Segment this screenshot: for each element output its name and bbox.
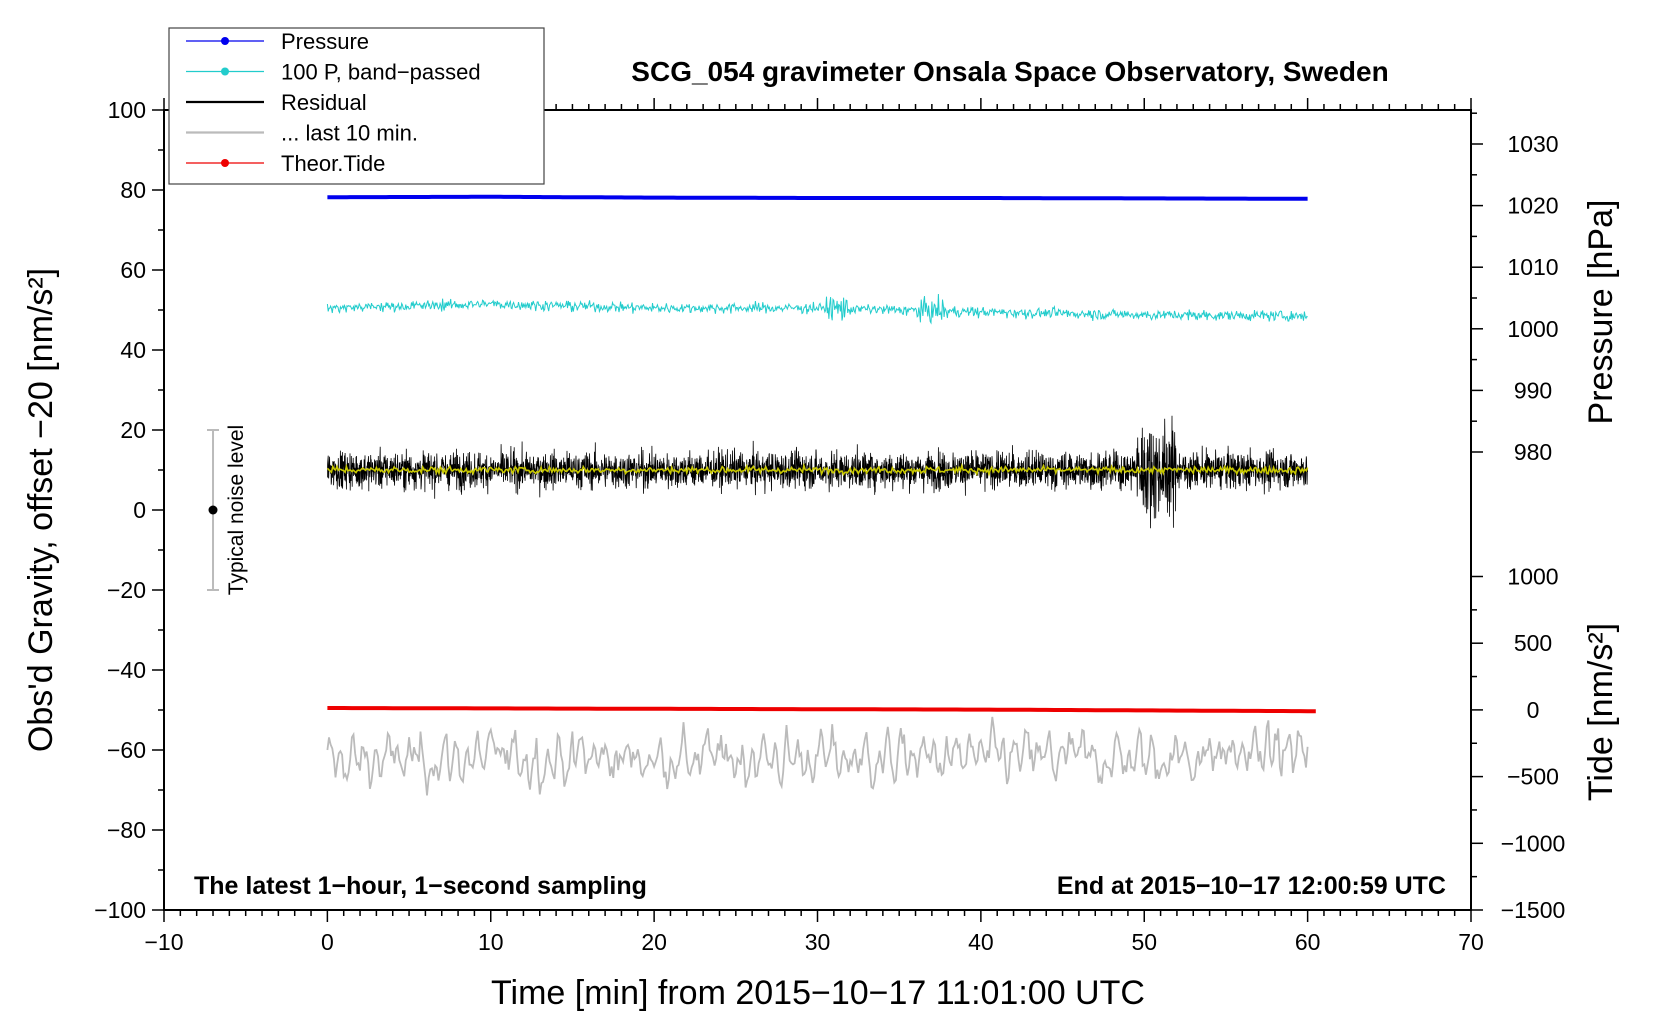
plot-frame	[163, 109, 1472, 911]
legend: Pressure 100 P, band−passed Residual ... la…	[168, 27, 545, 185]
tide-tick-label: 500	[1514, 630, 1552, 656]
tide-tick-label: −1500	[1501, 897, 1566, 923]
pressure-tick-label: 980	[1514, 439, 1552, 465]
legend-marker	[221, 37, 229, 45]
pressure-tick-label: 1020	[1507, 193, 1558, 219]
legend-label: Pressure	[281, 29, 369, 54]
noise-level-label: Typical noise level	[225, 425, 248, 595]
series-pressure-line	[327, 194, 1308, 201]
pressure-axis-title: Pressure [hPa]	[1582, 200, 1620, 425]
tide-tick-label: −1000	[1501, 830, 1566, 856]
tide-tick-label: 1000	[1507, 564, 1558, 590]
x-tick-label: 70	[1458, 929, 1484, 955]
noise-level-marker: Typical noise level	[207, 425, 248, 595]
tide-axis-title: Tide [nm/s²]	[1582, 623, 1620, 801]
series-band-passed-line	[326, 293, 1308, 325]
legend-label: Residual	[281, 90, 367, 115]
legend-marker	[221, 159, 229, 167]
axis-ticks: −10 0 10 20 30 40 50 60 70−100−80−60−40−20020406…	[94, 97, 1565, 955]
series-residual-smoothed-line	[326, 462, 1309, 477]
chart-title: SCG_054 gravimeter Onsala Space Observat…	[631, 56, 1388, 87]
x-tick-label: 60	[1295, 929, 1321, 955]
x-tick-label: 0	[321, 929, 334, 955]
y-tick-label: 20	[120, 417, 146, 443]
pressure-tick-label: 990	[1514, 377, 1552, 403]
y-tick-label: 0	[133, 497, 146, 523]
legend-box	[168, 27, 545, 185]
y-tick-label: 100	[108, 97, 146, 123]
pressure-tick-label: 1000	[1507, 316, 1558, 342]
pressure-tick-label: 1030	[1507, 131, 1558, 157]
y-tick-label: −80	[107, 817, 146, 843]
y-tick-label: −20	[107, 577, 146, 603]
legend-label: ... last 10 min.	[281, 121, 418, 146]
y-axis-title: Obs'd Gravity, offset −20 [nm/s²]	[22, 268, 60, 752]
legend-label: Theor.Tide	[281, 151, 385, 176]
series-layer	[326, 194, 1316, 796]
x-tick-label: 50	[1131, 929, 1157, 955]
x-tick-label: 20	[641, 929, 667, 955]
x-tick-label: −10	[144, 929, 183, 955]
series-theor-tide-line	[327, 706, 1316, 714]
series-residual-line	[327, 415, 1308, 529]
annotation-sampling: The latest 1−hour, 1−second sampling	[194, 872, 647, 900]
series-last-10-min-line	[326, 716, 1309, 796]
y-tick-label: −100	[94, 897, 146, 923]
legend-marker	[221, 67, 229, 76]
tide-tick-label: −500	[1507, 764, 1559, 790]
x-tick-label: 10	[478, 929, 504, 955]
legend-label: 100 P, band−passed	[281, 60, 481, 85]
y-tick-label: 80	[120, 177, 146, 203]
annotation-end-time: End at 2015−10−17 12:00:59 UTC	[1057, 872, 1446, 900]
y-tick-label: 40	[120, 337, 146, 363]
x-axis-title: Time [min] from 2015−10−17 11:01:00 UTC	[491, 974, 1145, 1012]
y-tick-label: 60	[120, 257, 146, 283]
noise-center-dot	[208, 505, 218, 515]
x-tick-label: 30	[805, 929, 831, 955]
y-tick-label: −40	[107, 657, 146, 683]
pressure-tick-label: 1010	[1507, 254, 1558, 280]
x-tick-label: 40	[968, 929, 994, 955]
y-tick-label: −60	[107, 737, 146, 763]
tide-tick-label: 0	[1527, 697, 1540, 723]
